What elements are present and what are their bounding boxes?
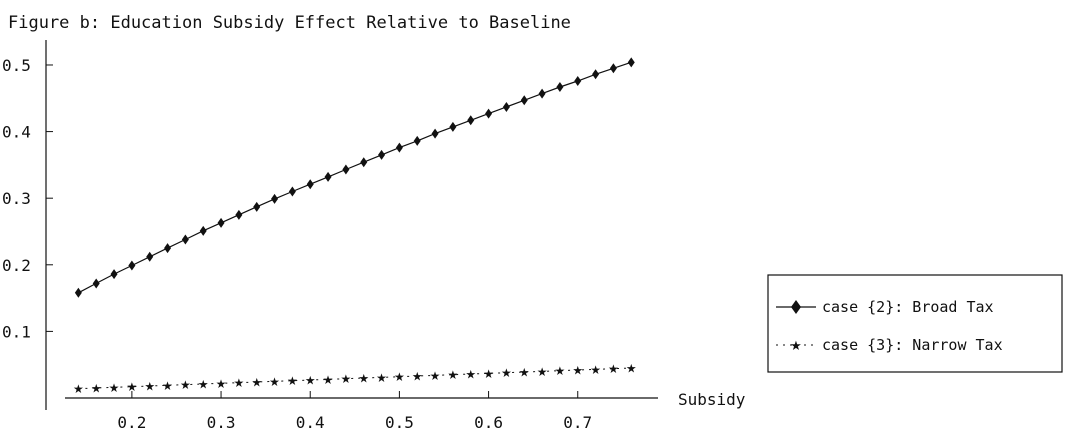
legend-entry-narrow-tax: ★ case {3}: Narrow Tax [776, 336, 1003, 354]
data-point-narrow-tax: ★ [162, 379, 173, 393]
y-tick-label: 0.4 [2, 123, 31, 142]
data-point-narrow-tax: ★ [180, 378, 191, 392]
x-tick-label: 0.4 [296, 413, 325, 432]
legend: case {2}: Broad Tax ★ case {3}: Narrow T… [767, 274, 1063, 373]
data-point-broad-tax [609, 63, 617, 74]
data-point-narrow-tax: ★ [91, 382, 102, 396]
legend-box [767, 274, 1063, 373]
data-point-broad-tax [467, 115, 475, 126]
data-point-narrow-tax: ★ [144, 380, 155, 394]
legend-label-broad: case {2}: Broad Tax [822, 298, 994, 316]
data-point-broad-tax [431, 128, 439, 139]
data-point-broad-tax [164, 243, 172, 254]
data-point-narrow-tax: ★ [269, 375, 280, 389]
x-tick-label: 0.7 [563, 413, 592, 432]
data-point-narrow-tax: ★ [198, 378, 209, 392]
data-point-broad-tax [449, 121, 457, 132]
data-point-broad-tax [520, 95, 528, 106]
diamond-marker-icon [791, 300, 801, 314]
data-point-narrow-tax: ★ [608, 362, 619, 376]
data-point-narrow-tax: ★ [465, 368, 476, 382]
data-point-broad-tax [502, 101, 510, 112]
data-point-narrow-tax: ★ [519, 366, 530, 380]
data-point-narrow-tax: ★ [412, 370, 423, 384]
data-point-narrow-tax: ★ [590, 363, 601, 377]
data-point-broad-tax [538, 88, 546, 99]
data-point-narrow-tax: ★ [555, 364, 566, 378]
data-point-narrow-tax: ★ [234, 376, 245, 390]
data-point-broad-tax [199, 225, 207, 236]
data-point-broad-tax [110, 269, 118, 280]
data-point-broad-tax [324, 171, 332, 182]
data-point-narrow-tax: ★ [430, 369, 441, 383]
data-point-narrow-tax: ★ [394, 370, 405, 384]
data-point-broad-tax [342, 164, 350, 175]
data-point-broad-tax [271, 193, 279, 204]
data-point-broad-tax [556, 81, 564, 92]
series-line-broad-tax [78, 61, 632, 294]
data-point-narrow-tax: ★ [126, 380, 137, 394]
x-tick-label: 0.5 [385, 413, 414, 432]
data-point-broad-tax [181, 234, 189, 245]
data-point-narrow-tax: ★ [448, 368, 459, 382]
data-point-broad-tax [253, 201, 261, 212]
data-point-narrow-tax: ★ [73, 382, 84, 396]
data-point-broad-tax [128, 260, 136, 271]
legend-label-narrow: case {3}: Narrow Tax [822, 336, 1003, 354]
data-point-broad-tax [306, 179, 314, 190]
data-point-narrow-tax: ★ [251, 376, 262, 390]
data-point-narrow-tax: ★ [483, 367, 494, 381]
data-point-narrow-tax: ★ [358, 372, 369, 386]
data-point-narrow-tax: ★ [305, 374, 316, 388]
data-point-broad-tax [413, 135, 421, 146]
data-point-broad-tax [395, 142, 403, 153]
data-point-broad-tax [378, 149, 386, 160]
data-point-broad-tax [485, 108, 493, 119]
x-axis-label: Subsidy [678, 390, 746, 409]
y-tick-label: 0.2 [2, 256, 31, 275]
data-point-broad-tax [235, 209, 243, 220]
data-point-narrow-tax: ★ [216, 377, 227, 391]
x-tick-label: 0.6 [474, 413, 503, 432]
data-point-narrow-tax: ★ [626, 362, 637, 376]
data-point-narrow-tax: ★ [537, 365, 548, 379]
y-tick-label: 0.5 [2, 56, 31, 75]
data-point-broad-tax [217, 217, 225, 228]
data-point-broad-tax [574, 75, 582, 86]
x-axis: 0.2 0.3 0.4 0.5 0.6 0.7 Subsidy [65, 390, 746, 432]
y-tick-label: 0.3 [2, 189, 31, 208]
series-line-narrow-tax [78, 367, 632, 390]
data-point-broad-tax [592, 69, 600, 80]
data-point-narrow-tax: ★ [109, 381, 120, 395]
plot-area: ★ ★ ★ ★ ★ ★ ★ ★ ★ ★ ★ ★ ★ ★ ★ ★ ★ ★ ★ ★ ★ ★ ★ ★ ★ ★ ★ ★ ★ ★ ★ ★ [73, 57, 637, 396]
data-point-broad-tax [92, 278, 100, 289]
data-point-broad-tax [360, 157, 368, 168]
data-point-broad-tax [146, 251, 154, 262]
data-point-narrow-tax: ★ [287, 374, 298, 388]
data-point-broad-tax [288, 186, 296, 197]
data-point-narrow-tax: ★ [501, 366, 512, 380]
data-point-narrow-tax: ★ [323, 373, 334, 387]
legend-entry-broad-tax: case {2}: Broad Tax [776, 298, 994, 316]
x-tick-label: 0.2 [117, 413, 146, 432]
data-point-broad-tax [74, 287, 82, 298]
data-point-narrow-tax: ★ [341, 372, 352, 386]
data-point-narrow-tax: ★ [376, 371, 387, 385]
x-tick-label: 0.3 [207, 413, 236, 432]
data-point-narrow-tax: ★ [572, 364, 583, 378]
chart-title: Figure b: Education Subsidy Effect Relat… [8, 13, 571, 33]
y-tick-label: 0.1 [2, 322, 31, 341]
data-point-broad-tax [627, 57, 635, 68]
star-marker-icon: ★ [790, 339, 802, 354]
y-axis: 0.1 0.2 0.3 0.4 0.5 [2, 40, 53, 410]
